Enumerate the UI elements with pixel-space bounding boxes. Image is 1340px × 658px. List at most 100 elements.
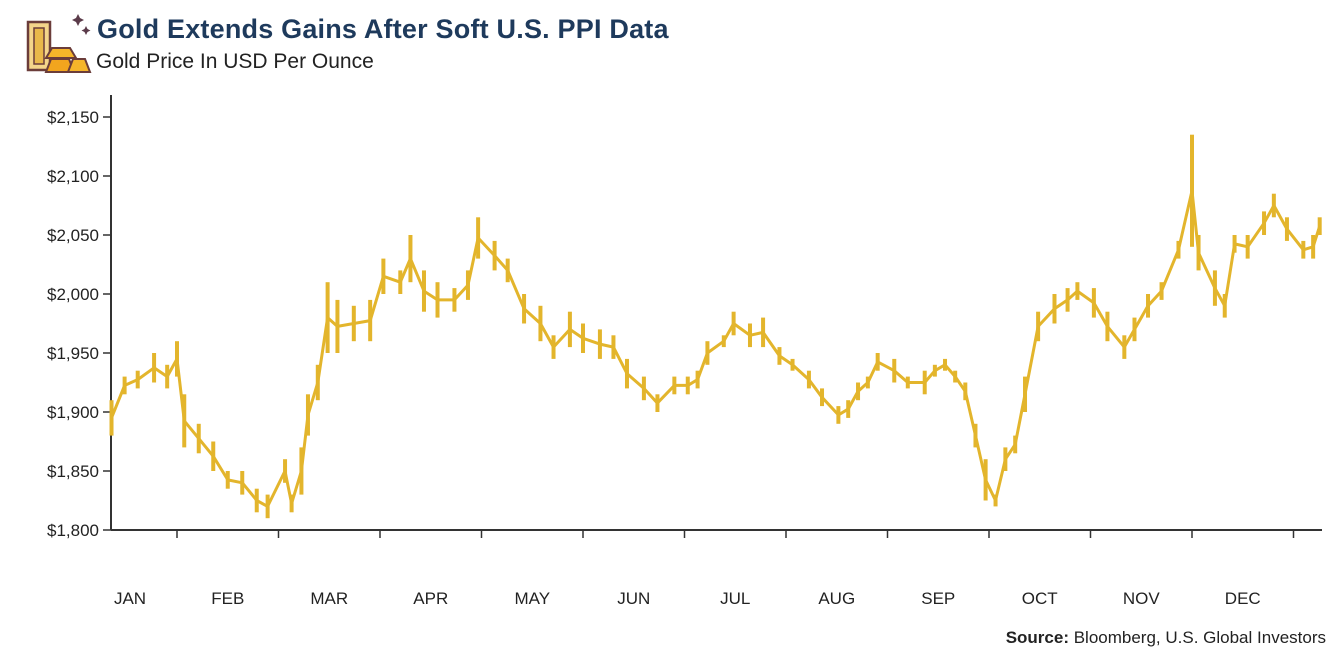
price-range-bar: [846, 400, 851, 418]
x-tick-label: DEC: [1225, 589, 1261, 608]
x-tick-label: NOV: [1123, 589, 1161, 608]
price-range-bar: [597, 329, 602, 359]
price-range-bar: [932, 364, 937, 377]
price-range-bar: [1091, 288, 1096, 318]
price-range-bar: [165, 364, 170, 389]
price-range-bar: [522, 294, 527, 324]
price-range-bar: [1196, 235, 1201, 271]
price-range-bar: [1284, 217, 1289, 241]
price-range-bar: [624, 358, 629, 389]
price-range-bar: [435, 282, 440, 318]
price-range-bar: [973, 423, 978, 448]
price-range-bar: [538, 305, 543, 342]
price-range-bar: [305, 394, 310, 436]
price-range-bar: [398, 270, 403, 294]
chart-title: Gold Extends Gains After Soft U.S. PPI D…: [97, 14, 669, 44]
price-range-bar: [505, 258, 510, 283]
price-range-bar: [283, 459, 288, 483]
price-range-bar: [1176, 240, 1181, 259]
price-range-bar: [465, 270, 470, 300]
price-range-bar: [581, 323, 585, 353]
price-range-bar: [567, 311, 572, 348]
x-tick-label: SEP: [921, 589, 955, 608]
price-range-bar: [1122, 335, 1127, 359]
price-range-bar: [1222, 294, 1227, 318]
price-range-bar: [747, 323, 752, 348]
price-range-bar: [175, 341, 179, 377]
price-range-bar: [182, 394, 187, 448]
x-tick-label: JUN: [617, 589, 650, 608]
price-range-bar: [196, 423, 201, 454]
price-range-bar: [1132, 317, 1137, 342]
y-tick-label: $1,800: [47, 521, 99, 540]
y-tick-label: $2,150: [47, 108, 99, 127]
price-range-bar: [254, 488, 259, 513]
price-range-bar: [551, 335, 556, 359]
price-range-bar: [953, 370, 958, 383]
price-range-bar: [1146, 294, 1151, 318]
price-range-bar: [1036, 311, 1041, 342]
price-range-bar: [731, 311, 736, 336]
x-tick-label: JUL: [720, 589, 750, 608]
price-range-bar: [492, 240, 497, 271]
price-range-bar: [655, 394, 660, 412]
price-range-bar: [1212, 270, 1217, 306]
price-range-bar: [122, 376, 127, 395]
x-tick-label: AUG: [818, 589, 855, 608]
price-range-bar: [1301, 240, 1306, 259]
x-tick-label: OCT: [1022, 589, 1058, 608]
price-range-bar: [790, 358, 795, 371]
x-tick-label: JAN: [114, 589, 146, 608]
price-range-bar: [152, 353, 157, 383]
price-range-bar: [1052, 294, 1057, 324]
source-label: Source:: [1005, 628, 1069, 647]
price-range-bar: [211, 441, 216, 471]
price-range-bar: [943, 358, 948, 371]
price-range-bar: [1190, 134, 1194, 247]
price-range-bar: [381, 258, 386, 294]
price-range-bar: [875, 353, 880, 371]
price-range-bar: [865, 376, 870, 389]
price-range-bar: [325, 282, 330, 353]
price-line: [110, 189, 1322, 508]
price-range-bar: [993, 494, 998, 507]
y-tick-label: $2,050: [47, 226, 99, 245]
price-range-bar: [408, 235, 413, 283]
y-tick-label: $1,900: [47, 403, 99, 422]
y-tick-label: $2,000: [47, 285, 99, 304]
price-range-bar: [820, 388, 825, 407]
y-tick-label: $1,950: [47, 344, 99, 363]
source-text: Bloomberg, U.S. Global Investors: [1068, 628, 1326, 647]
price-range-bar: [1003, 447, 1008, 471]
price-range-bar: [1023, 376, 1028, 412]
x-tick-label: MAR: [310, 589, 348, 608]
y-tick-label: $2,100: [47, 167, 99, 186]
price-range-bar: [856, 382, 861, 401]
price-range-bar: [761, 317, 766, 348]
price-range-bar: [905, 376, 910, 389]
price-range-bar: [1013, 435, 1018, 454]
source-note: Source: Bloomberg, U.S. Global Investors: [1006, 628, 1326, 648]
gold-bars-icon: [26, 14, 92, 73]
price-range-bar: [806, 370, 811, 389]
price-range-bar: [1232, 235, 1237, 253]
y-tick-label: $1,850: [47, 462, 99, 481]
price-range-bar: [452, 288, 457, 312]
price-range-bar: [892, 358, 897, 383]
price-range-bar: [1159, 282, 1164, 300]
price-range-bar: [1311, 235, 1316, 259]
price-range-bar: [1262, 211, 1267, 235]
price-range-bar: [1317, 217, 1322, 235]
x-tick-label: FEB: [211, 589, 244, 608]
price-range-bar: [721, 335, 726, 348]
chart-subtitle: Gold Price In USD Per Ounce: [96, 50, 374, 73]
price-range-bar: [265, 494, 270, 519]
price-range-bar: [611, 335, 616, 359]
price-range-bar: [368, 299, 373, 342]
price-range-bar: [109, 400, 114, 436]
price-range-bar: [315, 364, 320, 401]
price-range-bar: [476, 217, 481, 259]
price-range-bar: [240, 471, 245, 495]
price-range-bar: [335, 299, 340, 353]
